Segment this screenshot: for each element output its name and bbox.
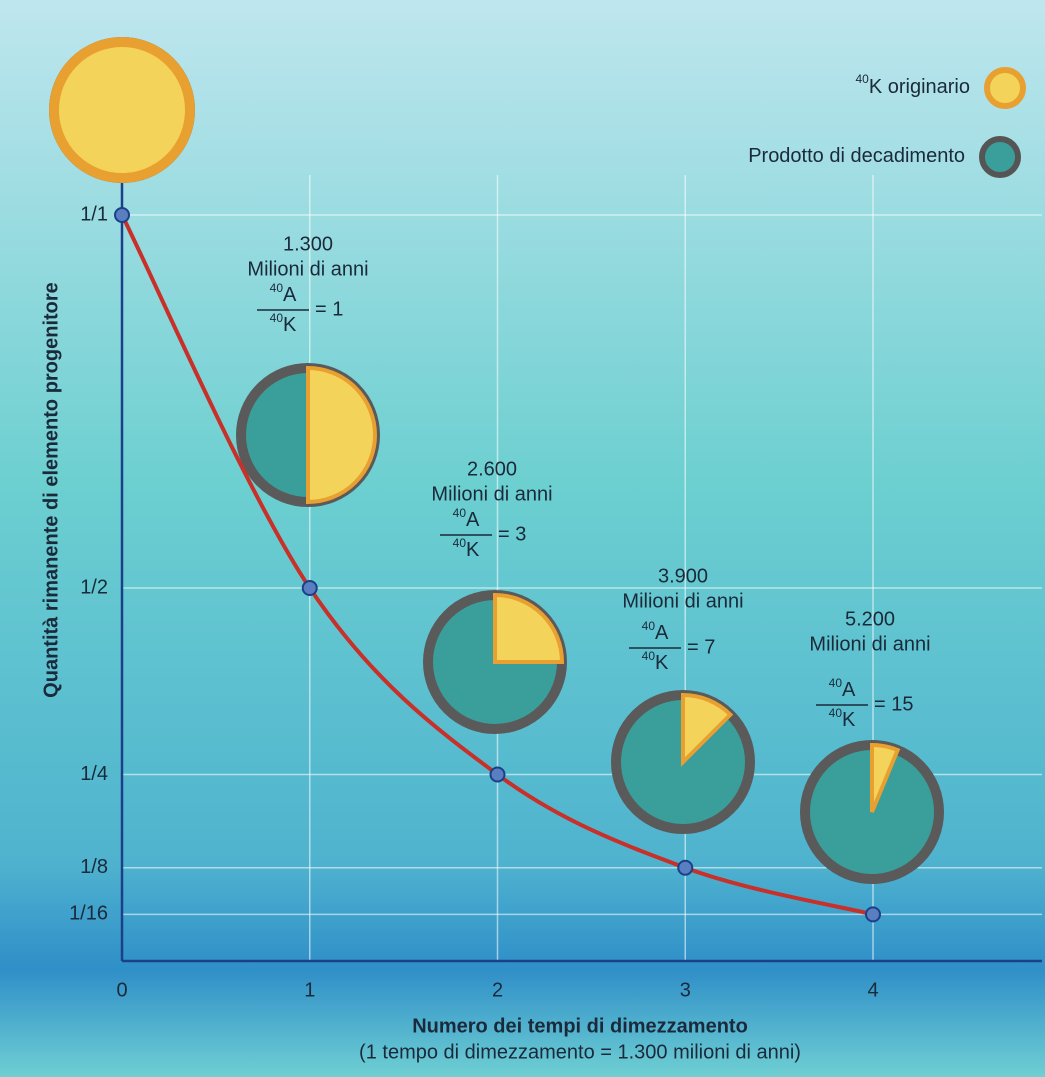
data-point	[303, 581, 317, 595]
isotope-mass: 40	[270, 281, 284, 295]
legend-name: K originario	[869, 76, 970, 98]
isotope: K	[283, 314, 297, 336]
ratio-value: = 7	[687, 636, 715, 658]
annotation-years: 5.200	[845, 608, 895, 630]
annotation-unit: Milioni di anni	[809, 633, 930, 655]
annotation-unit: Milioni di anni	[622, 590, 743, 612]
data-point	[115, 208, 129, 222]
isotope-mass: 40	[829, 676, 843, 690]
y-tick-label: 1/1	[80, 203, 108, 225]
legend-name: Prodotto di decadimento	[748, 145, 965, 167]
ratio-value: = 3	[498, 523, 526, 545]
annotation-years: 2.600	[467, 458, 517, 480]
legend-label: Prodotto di decadimento	[748, 145, 965, 167]
x-axis-title: Numero dei tempi di dimezzamento	[412, 1015, 748, 1037]
data-point	[866, 907, 880, 921]
annotation-unit: Milioni di anni	[431, 483, 552, 505]
annotation-unit: Milioni di anni	[247, 258, 368, 280]
x-tick-label: 2	[492, 979, 503, 1001]
y-axis-title: Quantità rimanente di elemento progenito…	[40, 282, 62, 698]
isotope-mass: 40	[829, 706, 843, 720]
pie-parent	[54, 42, 190, 178]
x-tick-label: 0	[116, 979, 127, 1001]
isotope: A	[655, 622, 669, 644]
isotope: A	[466, 509, 480, 531]
ratio-value: = 1	[315, 298, 343, 320]
data-point	[678, 861, 692, 875]
legend-label: 40K originario	[855, 72, 970, 98]
isotope: K	[842, 709, 856, 731]
legend-mass: 40	[855, 72, 869, 86]
ratio-value: = 15	[874, 693, 913, 715]
y-tick-label: 1/4	[80, 763, 108, 785]
isotope: A	[842, 679, 856, 701]
y-tick-label: 1/2	[80, 576, 108, 598]
y-tick-label: 1/16	[69, 903, 108, 925]
legend-swatch	[987, 70, 1023, 106]
isotope-mass: 40	[642, 649, 656, 663]
annotation-years: 3.900	[658, 565, 708, 587]
isotope-mass: 40	[642, 619, 656, 633]
chart: Quantità rimanente di elemento progenito…	[0, 0, 1045, 1077]
data-point	[491, 768, 505, 782]
isotope-mass: 40	[453, 506, 467, 520]
annotation-years: 1.300	[283, 233, 333, 255]
x-tick-label: 1	[304, 979, 315, 1001]
x-tick-label: 4	[867, 979, 878, 1001]
isotope-mass: 40	[453, 536, 467, 550]
isotope: A	[283, 284, 297, 306]
x-axis-subtitle: (1 tempo di dimezzamento = 1.300 milioni…	[359, 1041, 801, 1063]
legend-swatch	[982, 139, 1018, 175]
y-tick-label: 1/8	[80, 856, 108, 878]
x-tick-label: 3	[680, 979, 691, 1001]
isotope-mass: 40	[270, 311, 284, 325]
isotope: K	[466, 539, 480, 561]
isotope: K	[655, 652, 669, 674]
